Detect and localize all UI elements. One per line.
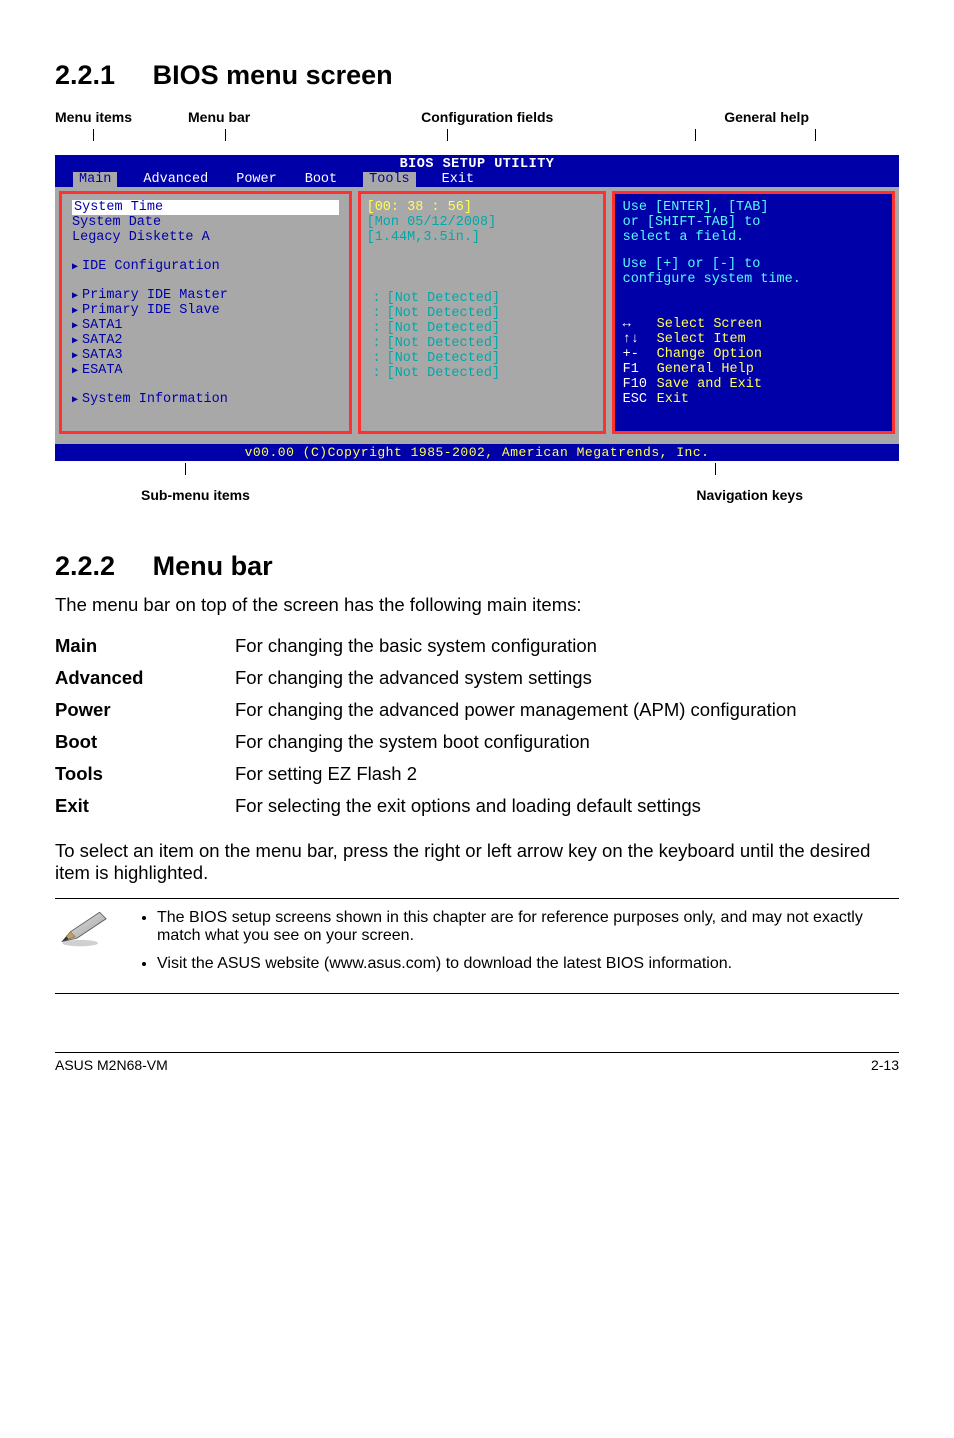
section-number-2: 2.2.2 bbox=[55, 551, 115, 581]
menubar-intro: The menu bar on top of the screen has th… bbox=[55, 594, 899, 616]
def-val: For selecting the exit options and loadi… bbox=[235, 790, 797, 822]
def-key: Main bbox=[55, 630, 235, 662]
menu-definitions-table: MainFor changing the basic system config… bbox=[55, 630, 797, 822]
section-title-text: BIOS menu screen bbox=[153, 60, 393, 90]
key-f10-desc: Save and Exit bbox=[657, 377, 762, 392]
tab-main[interactable]: Main bbox=[73, 172, 117, 187]
label-navigation-keys: Navigation keys bbox=[696, 487, 803, 503]
row-system-time[interactable]: System Time bbox=[72, 200, 339, 215]
def-key: Power bbox=[55, 694, 235, 726]
tab-boot[interactable]: Boot bbox=[303, 172, 339, 187]
label-tick-row-bottom bbox=[55, 461, 899, 483]
val-nd-2: [Not Detected] bbox=[387, 306, 500, 321]
key-f1-desc: General Help bbox=[657, 362, 754, 377]
table-row: BootFor changing the system boot configu… bbox=[55, 726, 797, 758]
def-key: Advanced bbox=[55, 662, 235, 694]
def-key: Tools bbox=[55, 758, 235, 790]
help-line-2: or [SHIFT-TAB] to bbox=[623, 215, 884, 230]
note-item-2: Visit the ASUS website (www.asus.com) to… bbox=[157, 955, 895, 973]
key-lr: ↔ bbox=[623, 317, 657, 332]
bios-body: System Time System Date Legacy Diskette … bbox=[55, 187, 899, 438]
page-footer: ASUS M2N68-VM 2-13 bbox=[55, 1052, 899, 1073]
def-val: For setting EZ Flash 2 bbox=[235, 758, 797, 790]
help-line-1: Use [ENTER], [TAB] bbox=[623, 200, 884, 215]
label-submenu-items: Sub-menu items bbox=[141, 487, 250, 503]
bios-title: BIOS SETUP UTILITY bbox=[55, 157, 899, 172]
row-primary-ide-master[interactable]: Primary IDE Master bbox=[72, 288, 339, 303]
val-nd-6: [Not Detected] bbox=[387, 366, 500, 381]
bios-right-pane: Use [ENTER], [TAB] or [SHIFT-TAB] to sel… bbox=[612, 191, 895, 434]
section-title-2: Menu bar bbox=[153, 551, 273, 581]
def-val: For changing the basic system configurat… bbox=[235, 630, 797, 662]
footer-left: ASUS M2N68-VM bbox=[55, 1057, 168, 1073]
menubar-outro: To select an item on the menu bar, press… bbox=[55, 840, 899, 884]
row-esata[interactable]: ESATA bbox=[72, 363, 339, 378]
bios-copyright: v00.00 (C)Copyright 1985-2002, American … bbox=[55, 444, 899, 461]
table-row: ToolsFor setting EZ Flash 2 bbox=[55, 758, 797, 790]
tab-power[interactable]: Power bbox=[234, 172, 279, 187]
bios-screenshot: BIOS SETUP UTILITY Main Advanced Power B… bbox=[55, 155, 899, 461]
row-system-information[interactable]: System Information bbox=[72, 392, 339, 407]
val-nd-4: [Not Detected] bbox=[387, 336, 500, 351]
help-line-4: Use [+] or [-] to bbox=[623, 257, 884, 272]
row-ide-configuration[interactable]: IDE Configuration bbox=[72, 259, 339, 274]
key-pm-desc: Change Option bbox=[657, 347, 762, 362]
help-line-3: select a field. bbox=[623, 230, 884, 245]
val-time: [00: 38 : 56] bbox=[367, 200, 597, 215]
val-nd-3: [Not Detected] bbox=[387, 321, 500, 336]
key-pm: +- bbox=[623, 347, 657, 362]
footer-right: 2-13 bbox=[871, 1057, 899, 1073]
table-row: PowerFor changing the advanced power man… bbox=[55, 694, 797, 726]
label-tick-row bbox=[55, 129, 899, 151]
section-number: 2.2.1 bbox=[55, 60, 115, 90]
tab-exit[interactable]: Exit bbox=[440, 172, 476, 187]
def-val: For changing the system boot configurati… bbox=[235, 726, 797, 758]
help-line-5: configure system time. bbox=[623, 272, 884, 287]
section-heading-1: 2.2.1 BIOS menu screen bbox=[55, 60, 899, 91]
tab-tools[interactable]: Tools bbox=[363, 172, 416, 187]
row-sata2[interactable]: SATA2 bbox=[72, 333, 339, 348]
note-item-1: The BIOS setup screens shown in this cha… bbox=[157, 909, 895, 945]
row-system-date[interactable]: System Date bbox=[72, 215, 339, 230]
def-key: Exit bbox=[55, 790, 235, 822]
val-date: [Mon 05/12/2008] bbox=[367, 215, 597, 230]
bios-left-pane: System Time System Date Legacy Diskette … bbox=[59, 191, 352, 434]
row-legacy-diskette[interactable]: Legacy Diskette A bbox=[72, 230, 339, 245]
table-row: ExitFor selecting the exit options and l… bbox=[55, 790, 797, 822]
bios-middle-pane: [00: 38 : 56] [Mon 05/12/2008] [1.44M,3.… bbox=[358, 191, 606, 434]
key-lr-desc: Select Screen bbox=[657, 317, 762, 332]
note-list: The BIOS setup screens shown in this cha… bbox=[139, 909, 895, 983]
pencil-icon bbox=[59, 909, 111, 983]
table-row: AdvancedFor changing the advanced system… bbox=[55, 662, 797, 694]
key-esc-desc: Exit bbox=[657, 392, 689, 407]
val-nd-1: [Not Detected] bbox=[387, 291, 500, 306]
def-key: Boot bbox=[55, 726, 235, 758]
row-sata1[interactable]: SATA1 bbox=[72, 318, 339, 333]
section-heading-2: 2.2.2 Menu bar bbox=[55, 551, 899, 582]
nav-keys-table: ↔Select Screen ↑↓Select Item +-Change Op… bbox=[623, 317, 884, 407]
bios-title-bar: BIOS SETUP UTILITY Main Advanced Power B… bbox=[55, 155, 899, 187]
label-menu-bar: Menu bar bbox=[188, 109, 250, 125]
def-val: For changing the advanced system setting… bbox=[235, 662, 797, 694]
note-box: The BIOS setup screens shown in this cha… bbox=[55, 898, 899, 994]
key-f1: F1 bbox=[623, 362, 657, 377]
def-val: For changing the advanced power manageme… bbox=[235, 694, 797, 726]
key-esc: ESC bbox=[623, 392, 657, 407]
label-general-help: General help bbox=[724, 109, 809, 125]
diagram-header-labels: Menu items Menu bar Configuration fields… bbox=[55, 109, 899, 129]
label-config-fields: Configuration fields bbox=[421, 109, 553, 125]
key-f10: F10 bbox=[623, 377, 657, 392]
label-menu-items: Menu items bbox=[55, 109, 132, 125]
table-row: MainFor changing the basic system config… bbox=[55, 630, 797, 662]
row-primary-ide-slave[interactable]: Primary IDE Slave bbox=[72, 303, 339, 318]
diagram-bottom-labels: Sub-menu items Navigation keys bbox=[55, 487, 899, 503]
key-ud-desc: Select Item bbox=[657, 332, 746, 347]
tab-advanced[interactable]: Advanced bbox=[141, 172, 210, 187]
bios-menu-tabs: Main Advanced Power Boot Tools Exit bbox=[55, 172, 899, 187]
val-floppy: [1.44M,3.5in.] bbox=[367, 230, 597, 245]
key-ud: ↑↓ bbox=[623, 332, 657, 347]
val-nd-5: [Not Detected] bbox=[387, 351, 500, 366]
row-sata3[interactable]: SATA3 bbox=[72, 348, 339, 363]
